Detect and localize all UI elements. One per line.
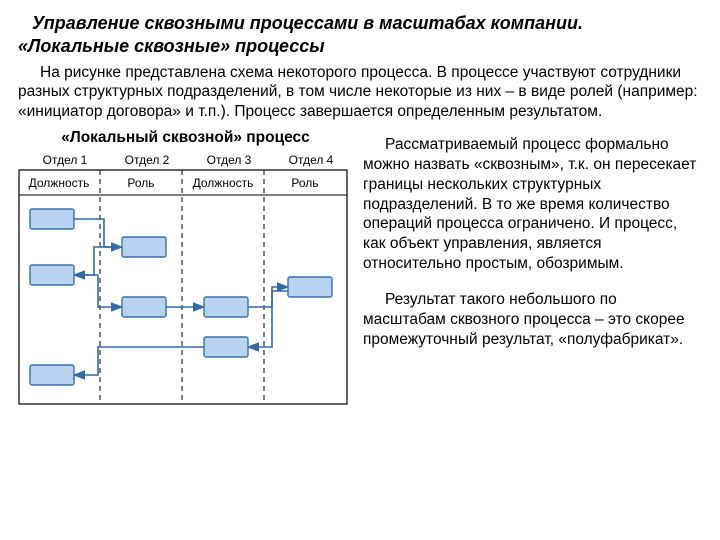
process-box <box>122 297 166 317</box>
process-box <box>204 297 248 317</box>
process-box <box>204 337 248 357</box>
right-paragraph-1: Рассматриваемый процесс формально можно … <box>363 135 702 274</box>
lane-header: Должность <box>29 176 90 190</box>
dept-label: Отдел 3 <box>188 153 270 167</box>
content-row: «Локальный сквозной» процесс Отдел 1 Отд… <box>18 129 702 410</box>
process-box <box>30 209 74 229</box>
process-box <box>288 277 332 297</box>
diagram-subtitle: «Локальный сквозной» процесс <box>18 129 353 147</box>
dept-label: Отдел 2 <box>106 153 188 167</box>
intro-paragraph: На рисунке представлена схема некоторого… <box>18 63 702 121</box>
lane-header: Должность <box>193 176 254 190</box>
title-line-2: «Локальные сквозные» процессы <box>18 36 325 56</box>
left-column: «Локальный сквозной» процесс Отдел 1 Отд… <box>18 129 353 410</box>
dept-label: Отдел 1 <box>24 153 106 167</box>
process-box <box>30 265 74 285</box>
right-paragraph-2: Результат такого небольшого по масштабам… <box>363 290 702 349</box>
lane-header: Роль <box>127 176 154 190</box>
process-box <box>30 365 74 385</box>
department-labels: Отдел 1 Отдел 2 Отдел 3 Отдел 4 <box>24 153 352 167</box>
dept-label: Отдел 4 <box>270 153 352 167</box>
nodes <box>30 209 332 385</box>
diagram-svg: Должность Роль Должность Роль <box>18 169 348 405</box>
process-box <box>122 237 166 257</box>
lane-header: Роль <box>291 176 318 190</box>
title-line-1: Управление сквозными процессами в масшта… <box>32 13 583 33</box>
right-column: Рассматриваемый процесс формально можно … <box>363 129 702 349</box>
page-title: Управление сквозными процессами в масшта… <box>18 12 702 57</box>
edges <box>74 219 288 375</box>
swimlane-diagram: Отдел 1 Отдел 2 Отдел 3 Отдел 4 <box>18 153 352 410</box>
